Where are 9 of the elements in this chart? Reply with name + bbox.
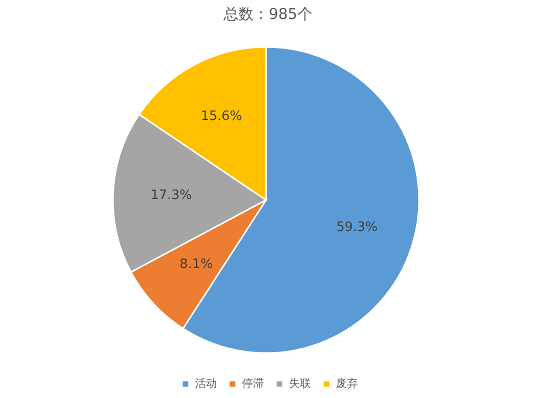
data-label: 8.1% (180, 257, 213, 272)
legend-label: 失联 (289, 376, 311, 390)
data-label: 17.3% (150, 188, 192, 204)
data-label: 15.6% (200, 109, 242, 124)
legend-label: 废弃 (336, 376, 358, 390)
legend-label: 活动 (195, 376, 217, 390)
legend-label: 停滞 (242, 376, 264, 390)
chart-title: 总数：985个 (222, 5, 312, 23)
data-label: 59.3% (336, 220, 378, 235)
